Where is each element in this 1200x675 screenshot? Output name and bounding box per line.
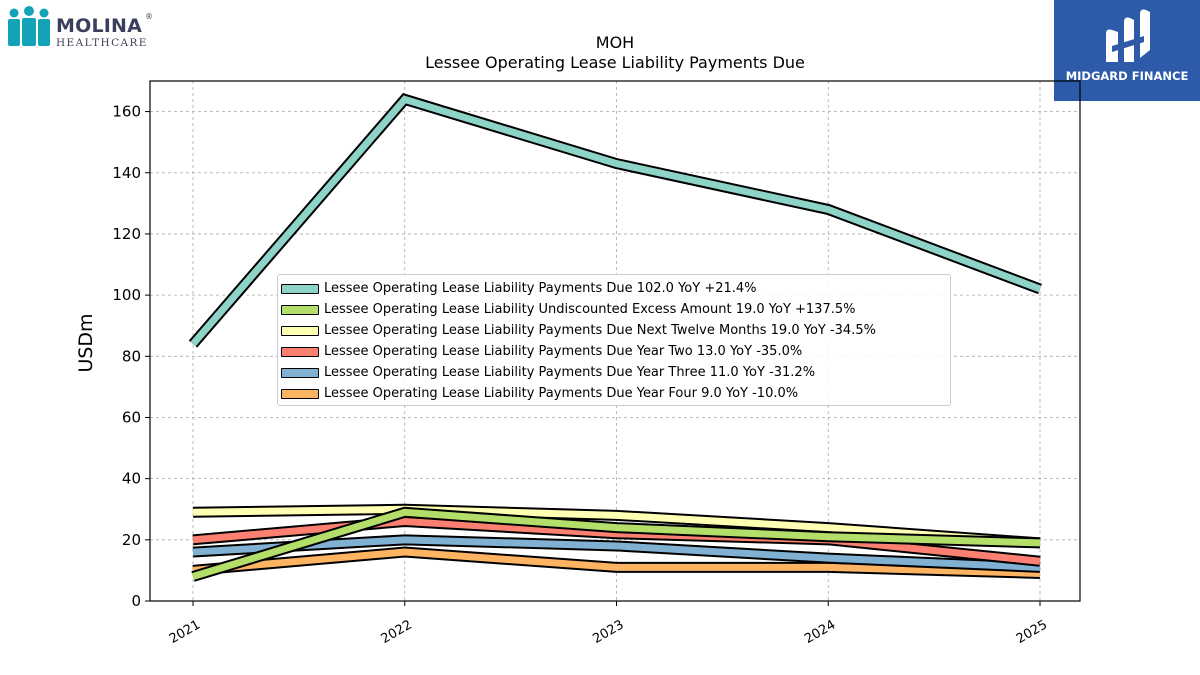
y-tick-label: 160 <box>112 103 141 121</box>
legend-label: Lessee Operating Lease Liability Undisco… <box>324 302 856 317</box>
legend-item: Lessee Operating Lease Liability Payment… <box>278 280 950 298</box>
legend-item: Lessee Operating Lease Liability Payment… <box>278 322 950 340</box>
y-tick-label: 0 <box>131 592 141 610</box>
series-line <box>192 517 1041 565</box>
molina-logo: MOLINA ® HEALTHCARE <box>6 6 156 52</box>
registered-mark: ® <box>145 12 153 21</box>
brand-sub: HEALTHCARE <box>56 37 148 49</box>
x-tick-label: 2022 <box>379 617 415 647</box>
chart-legend: Lessee Operating Lease Liability Payment… <box>277 274 951 406</box>
y-tick-label: 60 <box>122 408 141 426</box>
legend-label: Lessee Operating Lease Liability Payment… <box>324 386 799 401</box>
series-lines <box>188 93 1042 582</box>
brand-name: MOLINA <box>56 15 143 37</box>
legend-swatch <box>281 368 319 378</box>
y-tick-label: 100 <box>112 286 141 304</box>
chart-subtitle: Lessee Operating Lease Liability Payment… <box>425 53 805 72</box>
y-tick-label: 40 <box>122 470 141 488</box>
legend-item: Lessee Operating Lease Liability Payment… <box>278 385 950 403</box>
midgard-logo: MIDGARD FINANCE <box>1054 0 1200 101</box>
series-line <box>192 536 1041 571</box>
x-tick-label: 2025 <box>1014 617 1050 647</box>
legend-swatch <box>281 284 319 294</box>
y-tick-label: 140 <box>112 164 141 182</box>
legend-label: Lessee Operating Lease Liability Payment… <box>324 344 803 359</box>
series-line <box>190 95 1042 347</box>
legend-swatch <box>281 389 319 399</box>
legend-item: Lessee Operating Lease Liability Payment… <box>278 364 950 382</box>
legend-label: Lessee Operating Lease Liability Payment… <box>324 323 876 338</box>
plot-frame <box>149 80 1081 602</box>
legend-label: Lessee Operating Lease Liability Payment… <box>324 365 816 380</box>
y-tick-label: 80 <box>122 347 141 365</box>
y-tick-label: 20 <box>122 531 141 549</box>
x-tick-label: 2024 <box>802 617 838 647</box>
y-tick-label: 120 <box>112 225 141 243</box>
legend-item: Lessee Operating Lease Liability Undisco… <box>278 301 950 319</box>
legend-swatch <box>281 347 319 357</box>
series-line <box>192 505 1041 547</box>
legend-item: Lessee Operating Lease Liability Payment… <box>278 343 950 361</box>
y-axis-label: USDm <box>75 313 97 372</box>
chart-title: MOH <box>596 33 634 52</box>
series-line <box>191 508 1041 580</box>
midgard-mark-icon <box>1106 9 1150 62</box>
legend-swatch <box>281 305 319 315</box>
people-icon <box>8 6 50 46</box>
series-line <box>192 548 1041 577</box>
legend-label: Lessee Operating Lease Liability Payment… <box>324 281 757 296</box>
x-tick-label: 2023 <box>590 617 626 647</box>
brand-right-name: MIDGARD FINANCE <box>1065 69 1189 83</box>
legend-swatch <box>281 326 319 336</box>
x-tick-label: 2021 <box>167 617 203 647</box>
